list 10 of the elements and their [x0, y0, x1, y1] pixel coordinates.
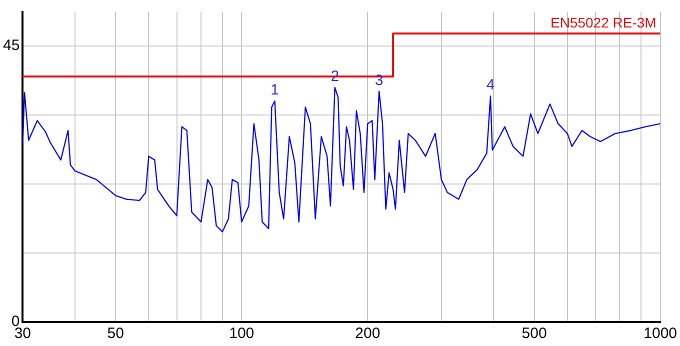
- series-label: EN55022 RE-3M: [550, 14, 656, 30]
- x-tick-label: 1000: [644, 325, 678, 342]
- annotation: 1: [270, 82, 279, 99]
- x-tick-label: 200: [355, 325, 380, 342]
- x-tick-label: 100: [229, 325, 254, 342]
- x-tick-label: 500: [522, 325, 547, 342]
- x-tick-label: 30: [14, 325, 32, 342]
- x-tick-label: 50: [107, 325, 124, 342]
- y-tick-label: 45: [2, 36, 20, 54]
- annotation: 4: [486, 76, 495, 94]
